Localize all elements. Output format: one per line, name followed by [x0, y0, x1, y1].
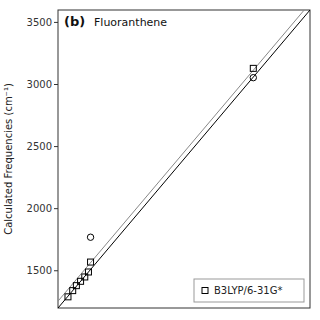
y-tick-label: 3500 — [27, 17, 52, 28]
y-tick — [54, 84, 58, 85]
y-axis-label: Calculated Frequencies (cm⁻¹) — [3, 83, 14, 235]
square-point — [73, 283, 79, 289]
molecule-title: Fluoranthene — [94, 16, 167, 29]
legend-box — [194, 279, 304, 302]
legend: B3LYP/6-31G* — [194, 279, 304, 302]
y-tick-label: 1500 — [27, 265, 52, 276]
plot-area — [58, 10, 310, 308]
reference-line — [58, 10, 310, 301]
chart: 1500 2000 2500 3000 3500 Calculated Frequenci… — [0, 0, 320, 320]
circle-point — [250, 74, 256, 80]
y-tick-label: 2000 — [27, 203, 52, 214]
plot-frame — [58, 10, 310, 308]
square-point — [88, 259, 94, 265]
legend-label: B3LYP/6-31G* — [214, 285, 282, 296]
legend-marker — [202, 288, 208, 294]
y-tick — [54, 146, 58, 147]
square-point — [65, 294, 71, 300]
y-tick — [54, 208, 58, 209]
square-point — [250, 65, 256, 71]
reference-line — [58, 10, 310, 308]
y-tick — [54, 270, 58, 271]
circle-point — [87, 234, 93, 240]
square-point — [78, 278, 84, 284]
y-tick-label: 3000 — [27, 79, 52, 90]
y-tick — [54, 22, 58, 23]
panel-label: (b) — [64, 14, 85, 29]
square-point — [85, 269, 91, 275]
y-tick-label: 2500 — [27, 141, 52, 152]
